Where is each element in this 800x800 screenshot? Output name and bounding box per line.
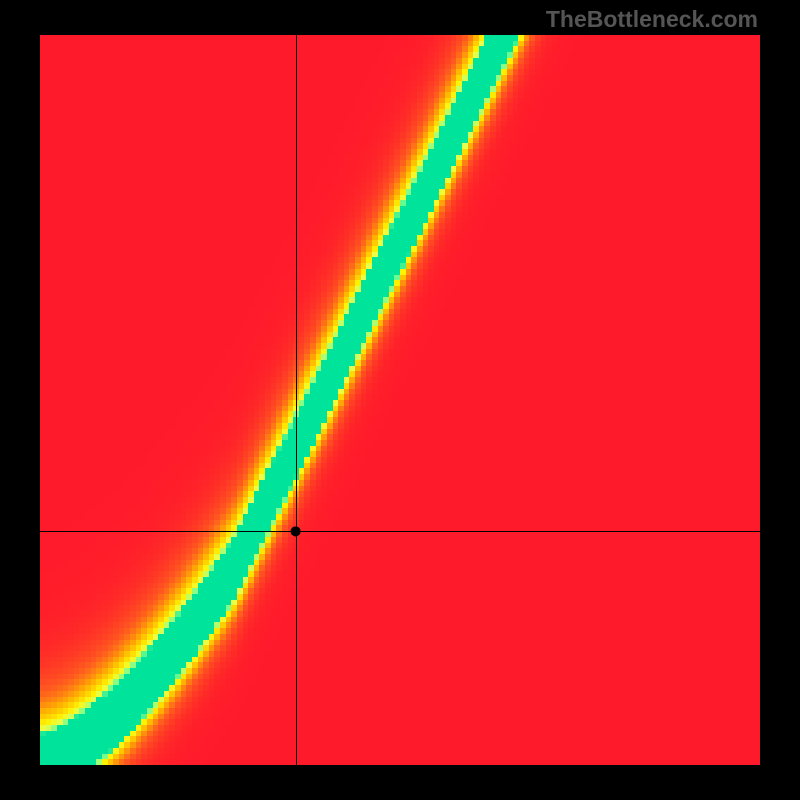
chart-container: TheBottleneck.com bbox=[0, 0, 800, 800]
watermark-text: TheBottleneck.com bbox=[546, 6, 758, 33]
bottleneck-heatmap bbox=[0, 0, 800, 800]
